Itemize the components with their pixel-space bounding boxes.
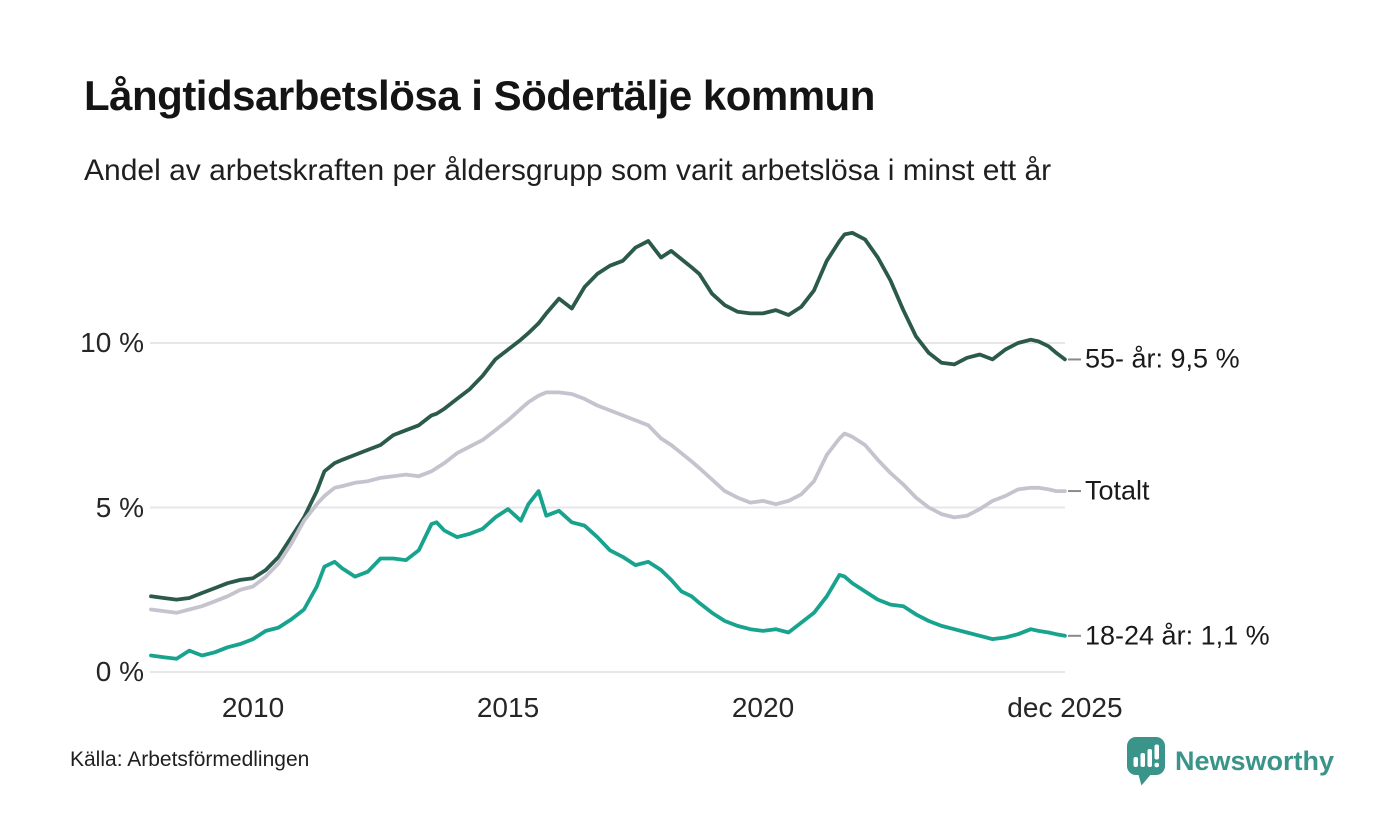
chart-subtitle: Andel av arbetskraften per åldersgrupp s… — [84, 154, 1052, 187]
x-tick-label-2015: 2015 — [476, 692, 540, 723]
x-tick-label-dec-2025: dec 2025 — [1007, 692, 1123, 723]
newsworthy-wordmark: Newsworthy — [1174, 745, 1334, 776]
chart-title: Långtidsarbetslösa i Södertälje kommun — [84, 72, 875, 119]
series-line-18-24-ar — [149, 489, 1067, 661]
source-note: Källa: Arbetsförmedlingen — [70, 748, 310, 771]
x-tick-label-2010: 2010 — [221, 692, 285, 723]
series-line-55-ar — [149, 230, 1067, 602]
series-line-totalt — [149, 390, 1067, 615]
y-tick-label-0: 0 % — [95, 656, 144, 687]
newsworthy-logo: Newsworthy — [1126, 736, 1334, 786]
series-label-55-ar: 55- år: 9,5 % — [1085, 343, 1240, 374]
series-label-18-24-ar: 18-24 år: 1,1 % — [1085, 620, 1270, 651]
y-tick-label-5: 5 % — [95, 491, 144, 523]
newsworthy-bubble-chart-icon — [1126, 737, 1165, 786]
y-tick-label-10: 10 % — [80, 327, 144, 358]
x-tick-label-2020: 2020 — [731, 692, 795, 723]
series-label-totalt: Totalt — [1085, 475, 1150, 506]
